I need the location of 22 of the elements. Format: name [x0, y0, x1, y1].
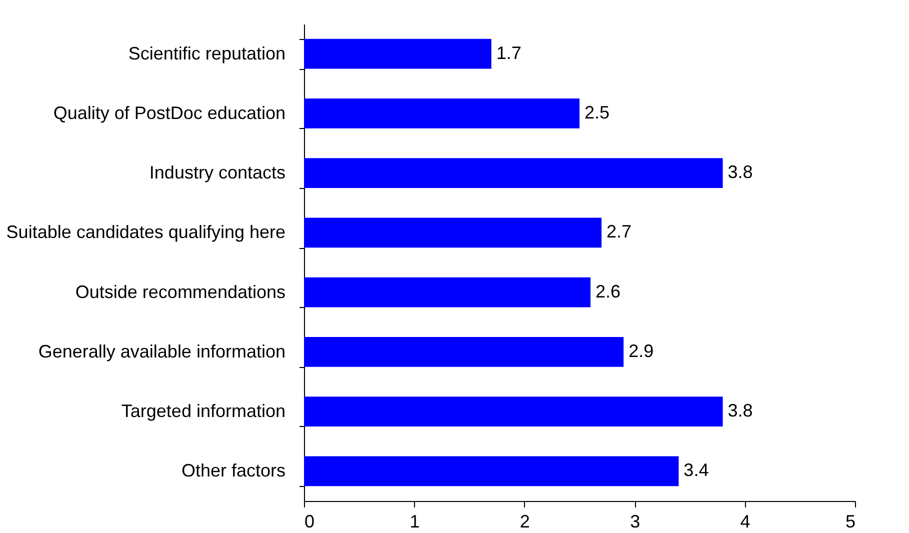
data-label: 1.7 — [496, 42, 522, 63]
x-tick-label: 5 — [845, 512, 856, 532]
data-label: 2.9 — [628, 340, 654, 361]
y-tick-label: Suitable candidates qualifying here — [6, 222, 286, 242]
data-label: 2.7 — [606, 222, 632, 242]
x-tick-label: 0 — [304, 512, 315, 532]
data-label: 2.5 — [584, 102, 610, 122]
x-tick-label: 4 — [740, 512, 750, 532]
x-tick-label: 3 — [630, 512, 640, 532]
data-label: 3.8 — [728, 400, 753, 421]
y-tick-label: Scientific reputation — [128, 43, 286, 64]
y-tick-label: Generally available information — [38, 341, 286, 362]
y-tick-label: Quality of PostDoc education — [53, 102, 286, 123]
y-tick-label: Targeted information — [121, 401, 286, 422]
x-tick-label: 1 — [410, 512, 420, 532]
data-label: 3.4 — [684, 460, 709, 480]
data-label: 2.6 — [596, 281, 621, 302]
y-tick-label: Industry contacts — [149, 162, 286, 183]
data-label: 3.8 — [728, 162, 753, 182]
x-tick-label: 2 — [520, 512, 530, 532]
y-tick-label: Outside recommendations — [75, 282, 286, 302]
y-tick-label: Other factors — [181, 460, 286, 481]
